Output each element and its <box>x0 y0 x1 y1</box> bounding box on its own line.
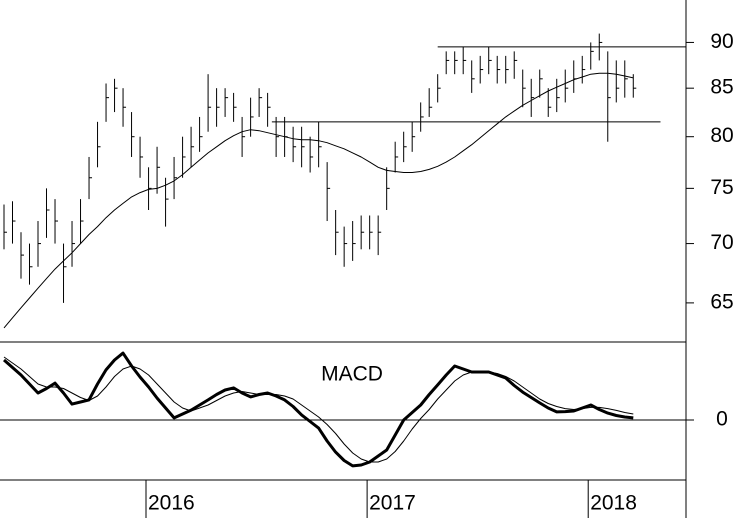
line <box>3 351 634 468</box>
y-tick-label: 75 <box>710 176 733 199</box>
x-tick-label: 2016 <box>148 492 195 515</box>
line <box>3 356 634 463</box>
y-tick-label: 90 <box>710 30 733 53</box>
y-tick-label: 85 <box>710 76 733 99</box>
y-tick-label: 65 <box>710 290 733 313</box>
y-tick-label: 0 <box>716 408 728 431</box>
y-tick-label: 80 <box>710 124 733 147</box>
x-tick-label: 2018 <box>590 492 637 515</box>
x-tick-label: 2017 <box>369 492 416 515</box>
y-tick-label: 70 <box>710 231 733 254</box>
line <box>3 72 634 329</box>
macd-label: MACD <box>321 363 383 386</box>
